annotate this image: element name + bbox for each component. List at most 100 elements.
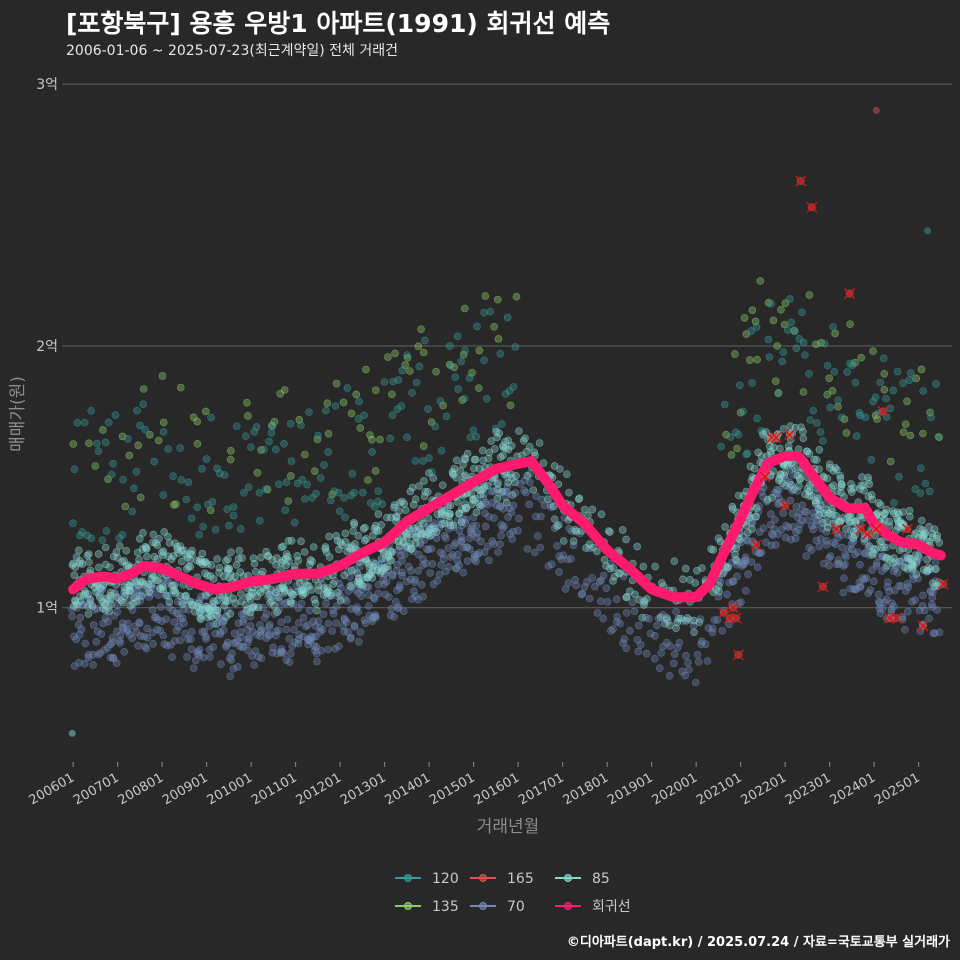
scatter-point-85	[371, 559, 379, 568]
scatter-point-70	[148, 628, 157, 637]
scatter-point-135	[419, 348, 428, 357]
scatter-point-85	[415, 482, 423, 490]
scatter-point-120	[509, 382, 518, 391]
scatter-point-85	[455, 509, 464, 518]
scatter-point-120	[312, 489, 320, 498]
scatter-point-70	[463, 557, 472, 565]
scatter-point-85	[750, 464, 759, 473]
scatter-point-70	[622, 609, 631, 617]
scatter-point-135	[366, 431, 374, 439]
scatter-point-85	[525, 442, 534, 451]
scatter-point-85	[820, 509, 829, 518]
scatter-point-70	[613, 612, 621, 621]
scatter-point-120	[348, 469, 357, 478]
cancelled-mark-stroke	[727, 602, 739, 614]
scatter-point-85	[838, 480, 846, 489]
scatter-point-120	[882, 394, 890, 403]
scatter-point-85	[833, 465, 841, 474]
scatter-point-135	[745, 356, 754, 364]
scatter-point-85	[274, 593, 283, 602]
scatter-point-85	[732, 544, 741, 553]
scatter-point-85	[153, 555, 162, 563]
scatter-point-70	[371, 612, 380, 621]
scatter-point-85	[584, 511, 592, 520]
scatter-point-120	[791, 327, 799, 336]
scatter-point-120	[334, 488, 343, 497]
scatter-point-85	[81, 589, 89, 598]
scatter-point-120	[69, 519, 77, 528]
scatter-point-85	[609, 564, 618, 572]
scatter-point-85	[876, 501, 885, 509]
scatter-point-70	[508, 535, 517, 544]
scatter-point-85	[453, 498, 462, 506]
scatter-point-85	[461, 471, 470, 480]
scatter-point-70	[571, 575, 579, 584]
scatter-point-85	[116, 542, 124, 550]
cancelled-mark-stroke	[917, 620, 929, 632]
scatter-point-135	[780, 320, 789, 329]
scatter-point-85	[430, 524, 439, 533]
scatter-point-85	[213, 596, 222, 605]
scatter-point-70	[381, 590, 390, 599]
scatter-point-70	[500, 522, 508, 531]
scatter-point-70	[229, 664, 238, 673]
scatter-point-85	[285, 557, 293, 566]
scatter-point-135	[85, 439, 93, 448]
cancelled-mark-stroke	[770, 432, 782, 444]
scatter-point-70	[532, 492, 540, 501]
scatter-point-70	[451, 539, 460, 547]
scatter-point-85	[899, 508, 907, 516]
scatter-point-120	[809, 406, 818, 415]
scatter-point-120	[813, 419, 821, 427]
scatter-point-70	[657, 649, 666, 657]
scatter-point-85	[287, 590, 296, 599]
scatter-point-85	[400, 499, 409, 508]
scatter-point-120	[109, 459, 117, 468]
scatter-point-70	[794, 526, 803, 534]
legend-label: 70	[507, 899, 525, 915]
scatter-point-70	[294, 619, 303, 627]
scatter-point-85	[933, 531, 942, 540]
scatter-point-120	[906, 369, 915, 377]
cancelled-mark-stroke	[817, 581, 829, 593]
scatter-point-135	[917, 365, 926, 374]
chart-subtitle: 2006-01-06 ~ 2025-07-23(최근계약일) 전체 거래건	[66, 43, 398, 59]
scatter-point-85	[695, 618, 704, 627]
scatter-point-85	[282, 550, 291, 558]
scatter-point-70	[301, 622, 310, 631]
scatter-point-85	[237, 590, 245, 598]
scatter-point-70	[533, 532, 542, 540]
scatter-point-135	[158, 372, 167, 380]
scatter-point-85	[129, 599, 137, 608]
scatter-point-85	[796, 475, 804, 484]
scatter-point-85	[226, 609, 235, 618]
scatter-point-70	[737, 598, 745, 607]
scatter-point-70	[128, 634, 136, 643]
scatter-point-70	[235, 642, 244, 650]
scatter-point-70	[84, 653, 93, 662]
cancelled-mark	[902, 523, 913, 535]
scatter-point-70	[800, 508, 809, 516]
scatter-point-70	[390, 612, 398, 621]
scatter-point-85	[858, 473, 866, 481]
scatter-point-70	[286, 649, 295, 658]
scatter-point-120	[496, 349, 505, 358]
scatter-point-120	[184, 478, 193, 487]
scatter-point-120	[899, 379, 907, 388]
scatter-point-85	[498, 487, 507, 496]
scatter-point-85	[235, 546, 244, 555]
scatter-point-85	[135, 534, 144, 543]
scatter-point-85	[155, 534, 163, 543]
scatter-point-70	[354, 607, 363, 616]
scatter-point-85	[327, 591, 335, 600]
scatter-point-70	[240, 609, 248, 618]
scatter-point-70	[665, 671, 674, 680]
scatter-point-70	[351, 586, 360, 594]
scatter-point-135	[751, 317, 760, 326]
scatter-point-120	[159, 428, 168, 436]
scatter-point-120	[765, 353, 774, 361]
scatter-point-135	[332, 379, 341, 388]
scatter-point-85	[507, 441, 516, 450]
scatter-point-70	[564, 579, 573, 587]
scatter-point-120	[889, 386, 898, 395]
